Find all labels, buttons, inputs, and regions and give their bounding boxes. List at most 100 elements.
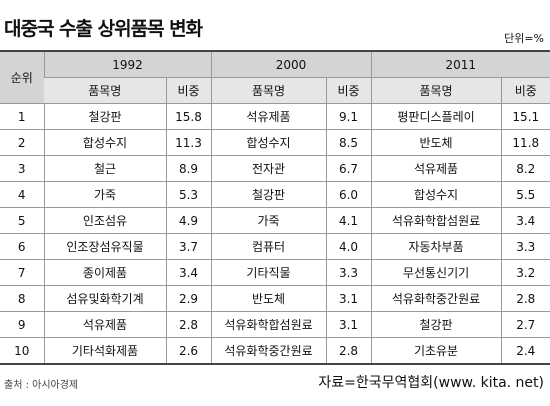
share: 5.3: [165, 181, 212, 208]
item: 기타직물: [210, 259, 327, 286]
share: 5.5: [500, 181, 550, 208]
item: 무선통신기기: [370, 259, 502, 286]
item: 석유화학중간원료: [370, 285, 502, 312]
rank: 9: [0, 311, 44, 338]
share: 11.8: [500, 129, 550, 156]
share: 2.8: [500, 285, 550, 312]
item: 컴퓨터: [210, 233, 327, 260]
item: 철강판: [210, 181, 327, 208]
header-row: 순위 1992 2000 2011: [0, 50, 550, 104]
rank: 8: [0, 285, 44, 312]
share: 9.1: [325, 103, 372, 130]
item: 가죽: [210, 207, 327, 234]
rank: 3: [0, 155, 44, 182]
source: 출처 : 아시아경제: [4, 380, 79, 391]
data-source: 자료=한국무역협회(www. kita. net): [318, 375, 544, 391]
share: 8.9: [165, 155, 212, 182]
share: 2.6: [165, 337, 212, 365]
share: 3.7: [165, 233, 212, 260]
item: 기타석화제품: [43, 337, 166, 365]
share: 8.2: [500, 155, 550, 182]
item: 석유화학중간원료: [210, 337, 327, 365]
item: 석유화학합섬원료: [210, 311, 327, 338]
subheader: 품목명: [44, 77, 166, 104]
share: 6.7: [325, 155, 372, 182]
share: 8.5: [325, 129, 372, 156]
rank: 2: [0, 129, 44, 156]
year-header: 1992: [43, 50, 212, 78]
table-row: 6 인조장섬유직물 3.7 컴퓨터 4.0 자동차부품 3.3: [0, 233, 550, 260]
share: 2.4: [500, 337, 550, 365]
subheader: 비중: [325, 77, 372, 104]
rank: 1: [0, 103, 44, 130]
table-row: 1 철강판 15.8 석유제품 9.1 평판디스플레이 15.1: [0, 103, 550, 130]
rank-header: 순위: [0, 50, 44, 104]
table: 순위 1992 2000 2011 품목명 비중 품목명 비중 품목명 비중 1 철강판 15.8 석유…: [0, 50, 550, 365]
item: 석유제품: [370, 155, 502, 182]
table-row: 9 석유제품 2.8 석유화학합섬원료 3.1 철강판 2.7: [0, 311, 550, 338]
item: 합성수지: [210, 129, 327, 156]
rank: 4: [0, 181, 44, 208]
item: 기초유분: [370, 337, 502, 365]
rank: 7: [0, 259, 44, 286]
subheader: 품목명: [210, 77, 327, 104]
share: 6.0: [325, 181, 372, 208]
table-row: 10 기타석화제품 2.6 석유화학중간원료 2.8 기초유분 2.4: [0, 337, 550, 365]
item: 인조장섬유직물: [43, 233, 166, 260]
item: 가죽: [43, 181, 166, 208]
rank: 6: [0, 233, 44, 260]
share: 11.3: [165, 129, 212, 156]
table-row: 5 인조섬유 4.9 가죽 4.1 석유화학합섬원료 3.4: [0, 207, 550, 234]
item: 석유제품: [210, 103, 327, 130]
table-head: 순위 1992 2000 2011 품목명 비중 품목명 비중 품목명 비중: [0, 50, 550, 104]
item: 평판디스플레이: [370, 103, 502, 130]
item: 반도체: [370, 129, 502, 156]
share: 3.2: [500, 259, 550, 286]
share: 2.7: [500, 311, 550, 338]
rank: 5: [0, 207, 44, 234]
title: 대중국 수출 상위품목 변화: [4, 18, 203, 40]
table-row: 4 가죽 5.3 철강판 6.0 합성수지 5.5: [0, 181, 550, 208]
subheader: 품목명: [370, 77, 502, 104]
share: 2.8: [165, 311, 212, 338]
subheader: 비중: [165, 77, 212, 104]
share: 2.9: [165, 285, 212, 312]
item: 자동차부품: [370, 233, 502, 260]
year-header: 2000: [210, 50, 372, 78]
item: 철근: [43, 155, 166, 182]
share: 3.4: [165, 259, 212, 286]
share: 15.8: [165, 103, 212, 130]
table-row: 2 합성수지 11.3 합성수지 8.5 반도체 11.8: [0, 129, 550, 156]
share: 4.9: [165, 207, 212, 234]
item: 철강판: [370, 311, 502, 338]
share: 4.1: [325, 207, 372, 234]
share: 2.8: [325, 337, 372, 365]
subheader: 비중: [500, 77, 550, 104]
share: 15.1: [500, 103, 550, 130]
year-header: 2011: [370, 50, 550, 78]
table-row: 3 철근 8.9 전자관 6.7 석유제품 8.2: [0, 155, 550, 182]
table-row: 8 섬유및화학기계 2.9 반도체 3.1 석유화학중간원료 2.8: [0, 285, 550, 312]
item: 종이제품: [43, 259, 166, 286]
share: 3.1: [325, 285, 372, 312]
rank: 10: [0, 337, 44, 365]
item: 합성수지: [370, 181, 502, 208]
item: 석유화학합섬원료: [370, 207, 502, 234]
share: 3.3: [325, 259, 372, 286]
table-body: 1 철강판 15.8 석유제품 9.1 평판디스플레이 15.1 2 합성수지 11.3 합성수지 8…: [0, 103, 550, 365]
item: 인조섬유: [43, 207, 166, 234]
unit: 단위=%: [504, 32, 544, 45]
share: 3.3: [500, 233, 550, 260]
share: 4.0: [325, 233, 372, 260]
item: 전자관: [210, 155, 327, 182]
share: 3.4: [500, 207, 550, 234]
item: 반도체: [210, 285, 327, 312]
subheader-row: 품목명 비중 품목명 비중 품목명 비중: [0, 77, 550, 104]
item: 철강판: [43, 103, 166, 130]
share: 3.1: [325, 311, 372, 338]
item: 합성수지: [43, 129, 166, 156]
item: 섬유및화학기계: [43, 285, 166, 312]
table-row: 7 종이제품 3.4 기타직물 3.3 무선통신기기 3.2: [0, 259, 550, 286]
item: 석유제품: [43, 311, 166, 338]
